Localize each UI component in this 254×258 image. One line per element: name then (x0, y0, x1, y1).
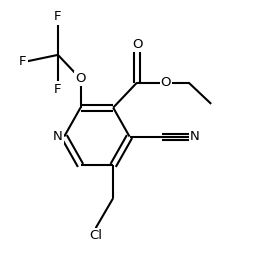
Text: O: O (75, 72, 86, 85)
Text: F: F (19, 55, 26, 68)
Text: N: N (53, 130, 63, 143)
Text: F: F (54, 83, 62, 95)
Text: N: N (190, 130, 200, 143)
Text: O: O (161, 76, 171, 89)
Text: O: O (132, 38, 142, 51)
Text: F: F (54, 11, 62, 23)
Text: Cl: Cl (89, 229, 102, 243)
